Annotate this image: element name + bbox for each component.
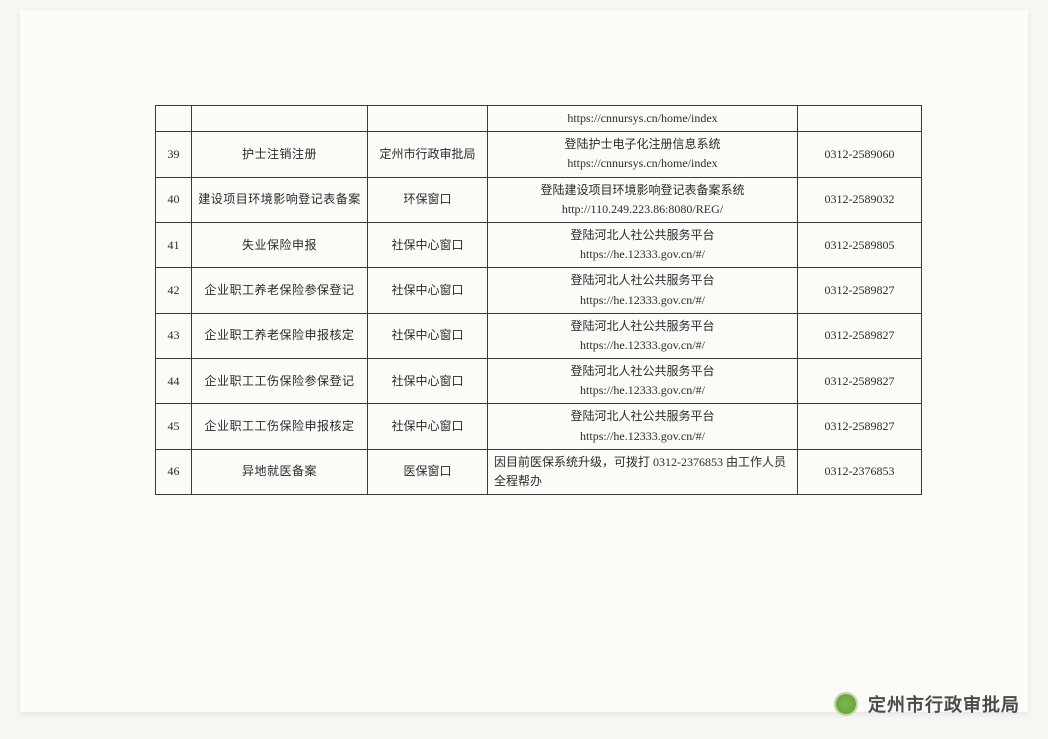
desc-line: 登陆护士电子化注册信息系统 xyxy=(492,135,793,154)
desc-line: https://he.12333.gov.cn/#/ xyxy=(492,245,793,264)
desc-line: 登陆河北人社公共服务平台 xyxy=(492,226,793,245)
cell-name: 护士注销注册 xyxy=(192,132,368,177)
cell-desc: https://cnnursys.cn/home/index xyxy=(488,106,798,132)
cell-idx: 43 xyxy=(156,313,192,358)
cell-name: 异地就医备案 xyxy=(192,449,368,494)
cell-desc: 登陆河北人社公共服务平台https://he.12333.gov.cn/#/ xyxy=(488,222,798,267)
cell-dept: 社保中心窗口 xyxy=(368,313,488,358)
cell-name xyxy=(192,106,368,132)
cell-name: 企业职工养老保险参保登记 xyxy=(192,268,368,313)
cell-desc: 登陆河北人社公共服务平台https://he.12333.gov.cn/#/ xyxy=(488,268,798,313)
cell-phone: 0312-2589827 xyxy=(798,359,922,404)
cell-desc: 登陆护士电子化注册信息系统https://cnnursys.cn/home/in… xyxy=(488,132,798,177)
desc-line: 因目前医保系统升级，可拨打 0312-2376853 由工作人员全程帮办 xyxy=(494,453,793,491)
cell-idx xyxy=(156,106,192,132)
cell-phone: 0312-2589060 xyxy=(798,132,922,177)
source-watermark: 定州市行政审批局 xyxy=(834,691,1020,717)
desc-line: http://110.249.223.86:8080/REG/ xyxy=(492,200,793,219)
cell-idx: 45 xyxy=(156,404,192,449)
cell-idx: 41 xyxy=(156,222,192,267)
cell-name: 企业职工养老保险申报核定 xyxy=(192,313,368,358)
table-row: 42企业职工养老保险参保登记社保中心窗口登陆河北人社公共服务平台https://… xyxy=(156,268,922,313)
cell-idx: 44 xyxy=(156,359,192,404)
cell-phone: 0312-2589827 xyxy=(798,313,922,358)
desc-line: https://he.12333.gov.cn/#/ xyxy=(492,381,793,400)
cell-name: 建设项目环境影响登记表备案 xyxy=(192,177,368,222)
cell-desc: 登陆河北人社公共服务平台https://he.12333.gov.cn/#/ xyxy=(488,313,798,358)
desc-line: 登陆河北人社公共服务平台 xyxy=(492,407,793,426)
cell-dept: 社保中心窗口 xyxy=(368,268,488,313)
desc-line: https://cnnursys.cn/home/index xyxy=(492,154,793,173)
table-row: 46异地就医备案医保窗口因目前医保系统升级，可拨打 0312-2376853 由… xyxy=(156,449,922,494)
paper-sheet: https://cnnursys.cn/home/index39护士注销注册定州… xyxy=(20,10,1028,712)
cell-phone: 0312-2589827 xyxy=(798,404,922,449)
desc-line: https://he.12333.gov.cn/#/ xyxy=(492,336,793,355)
table-row: https://cnnursys.cn/home/index xyxy=(156,106,922,132)
cell-phone: 0312-2589032 xyxy=(798,177,922,222)
table-row: 45企业职工工伤保险申报核定社保中心窗口登陆河北人社公共服务平台https://… xyxy=(156,404,922,449)
cell-idx: 40 xyxy=(156,177,192,222)
page-root: https://cnnursys.cn/home/index39护士注销注册定州… xyxy=(0,0,1048,739)
desc-line: https://he.12333.gov.cn/#/ xyxy=(492,291,793,310)
table-row: 39护士注销注册定州市行政审批局登陆护士电子化注册信息系统https://cnn… xyxy=(156,132,922,177)
cell-dept xyxy=(368,106,488,132)
cell-name: 企业职工工伤保险申报核定 xyxy=(192,404,368,449)
cell-idx: 39 xyxy=(156,132,192,177)
desc-line: https://he.12333.gov.cn/#/ xyxy=(492,427,793,446)
table-row: 44企业职工工伤保险参保登记社保中心窗口登陆河北人社公共服务平台https://… xyxy=(156,359,922,404)
cell-dept: 社保中心窗口 xyxy=(368,404,488,449)
desc-line: 登陆河北人社公共服务平台 xyxy=(492,271,793,290)
desc-line: 登陆建设项目环境影响登记表备案系统 xyxy=(492,181,793,200)
cell-idx: 46 xyxy=(156,449,192,494)
watermark-text: 定州市行政审批局 xyxy=(868,691,1020,717)
wechat-icon xyxy=(834,692,858,716)
cell-dept: 医保窗口 xyxy=(368,449,488,494)
cell-desc: 登陆河北人社公共服务平台https://he.12333.gov.cn/#/ xyxy=(488,359,798,404)
cell-phone: 0312-2589805 xyxy=(798,222,922,267)
table-row: 41失业保险申报社保中心窗口登陆河北人社公共服务平台https://he.123… xyxy=(156,222,922,267)
cell-name: 失业保险申报 xyxy=(192,222,368,267)
service-table: https://cnnursys.cn/home/index39护士注销注册定州… xyxy=(155,105,922,495)
desc-line: 登陆河北人社公共服务平台 xyxy=(492,317,793,336)
cell-desc: 因目前医保系统升级，可拨打 0312-2376853 由工作人员全程帮办 xyxy=(488,449,798,494)
table-wrap: https://cnnursys.cn/home/index39护士注销注册定州… xyxy=(155,105,921,495)
cell-dept: 社保中心窗口 xyxy=(368,359,488,404)
table-body: https://cnnursys.cn/home/index39护士注销注册定州… xyxy=(156,106,922,495)
desc-line: 登陆河北人社公共服务平台 xyxy=(492,362,793,381)
cell-phone: 0312-2589827 xyxy=(798,268,922,313)
cell-dept: 社保中心窗口 xyxy=(368,222,488,267)
cell-phone xyxy=(798,106,922,132)
cell-desc: 登陆建设项目环境影响登记表备案系统http://110.249.223.86:8… xyxy=(488,177,798,222)
cell-desc: 登陆河北人社公共服务平台https://he.12333.gov.cn/#/ xyxy=(488,404,798,449)
cell-idx: 42 xyxy=(156,268,192,313)
table-row: 43企业职工养老保险申报核定社保中心窗口登陆河北人社公共服务平台https://… xyxy=(156,313,922,358)
cell-name: 企业职工工伤保险参保登记 xyxy=(192,359,368,404)
desc-line: https://cnnursys.cn/home/index xyxy=(492,109,793,128)
cell-phone: 0312-2376853 xyxy=(798,449,922,494)
table-row: 40建设项目环境影响登记表备案环保窗口登陆建设项目环境影响登记表备案系统http… xyxy=(156,177,922,222)
cell-dept: 定州市行政审批局 xyxy=(368,132,488,177)
cell-dept: 环保窗口 xyxy=(368,177,488,222)
